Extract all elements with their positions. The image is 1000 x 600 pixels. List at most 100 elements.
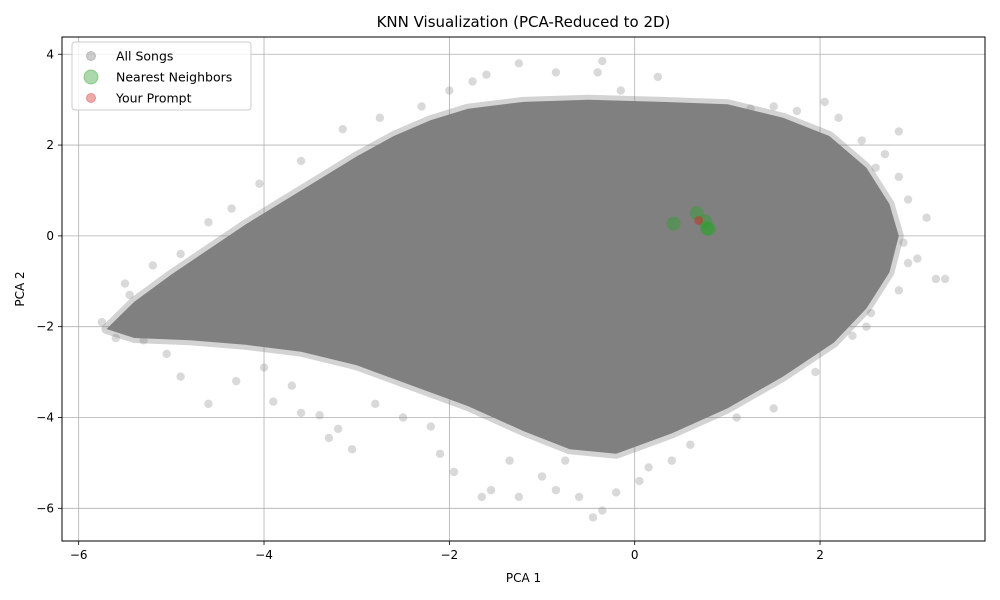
all-songs-point: [371, 399, 380, 409]
all-songs-point: [769, 102, 778, 111]
all-songs-point: [204, 399, 213, 409]
all-songs-point: [176, 372, 185, 381]
legend-label-nearest-neighbors: Nearest Neighbors: [116, 70, 232, 85]
legend-marker-all-songs: [86, 51, 96, 61]
all-songs-point: [598, 56, 607, 66]
all-songs-point: [398, 413, 408, 422]
all-songs-point: [686, 440, 695, 449]
legend-marker-your-prompt: [86, 93, 96, 103]
y-axis-label: PCA 2: [13, 271, 27, 306]
all-songs-point: [922, 213, 931, 222]
all-songs-point: [287, 381, 297, 390]
chart-legend: All Songs Nearest Neighbors Your Prompt: [71, 41, 252, 111]
all-songs-point: [769, 404, 778, 413]
x-tick-label: 2: [816, 548, 824, 562]
all-songs-point: [561, 456, 570, 465]
all-songs-point: [792, 106, 802, 116]
all-songs-point: [296, 156, 306, 166]
all-songs-point: [375, 113, 385, 123]
all-songs-point: [505, 456, 514, 465]
all-songs-point: [417, 102, 426, 111]
all-songs-point: [338, 124, 347, 134]
all-songs-point: [111, 333, 120, 343]
all-songs-point: [880, 149, 890, 159]
x-axis-label: PCA 1: [506, 571, 541, 585]
nearest-neighbor-point: [699, 221, 714, 236]
all-songs-point: [574, 492, 584, 502]
all-songs-point: [232, 376, 241, 386]
x-tick-label: −4: [255, 548, 273, 562]
chart-title: KNN Visualization (PCA-Reduced to 2D): [377, 13, 671, 31]
all-songs-point: [445, 86, 454, 95]
x-tick-label: 0: [631, 548, 639, 562]
all-songs-point: [931, 274, 941, 284]
all-songs-point: [894, 286, 904, 295]
all-songs-point: [611, 488, 621, 497]
all-songs-point: [899, 238, 908, 247]
all-songs-point: [644, 463, 653, 472]
y-tick-label: −2: [36, 320, 54, 334]
all-songs-point: [848, 331, 857, 340]
axis-ticks: −6 −4 −2 0 2 −6 −4 −2 0 2 4: [36, 47, 824, 562]
all-songs-point: [903, 195, 913, 204]
all-songs-point: [269, 397, 278, 406]
all-songs-point: [468, 77, 477, 86]
all-songs-point: [296, 408, 306, 418]
all-songs-point: [862, 322, 871, 331]
all-songs-point: [120, 279, 130, 288]
all-songs-point: [903, 258, 913, 268]
all-songs-point: [894, 172, 904, 182]
all-songs-point: [857, 136, 866, 145]
all-songs-point: [616, 86, 626, 95]
legend-label-all-songs: All Songs: [116, 49, 173, 64]
all-songs-point: [139, 336, 148, 345]
scatter-points: [97, 56, 950, 522]
y-tick-label: 4: [46, 47, 54, 61]
all-songs-point: [834, 113, 843, 123]
all-songs-point: [148, 261, 158, 270]
all-songs-point: [162, 349, 171, 359]
all-songs-point: [435, 449, 445, 459]
y-tick-label: 0: [46, 229, 54, 243]
all-songs-point: [593, 68, 602, 77]
all-songs-point: [598, 506, 607, 515]
nearest-neighbor-point: [701, 222, 716, 237]
all-songs-point: [259, 363, 269, 372]
x-tick-label: −6: [70, 548, 88, 562]
x-tick-label: −2: [441, 548, 459, 562]
all-songs-point: [588, 513, 598, 522]
all-songs-point: [811, 367, 820, 377]
all-songs-point: [551, 68, 561, 77]
all-songs-point: [315, 411, 324, 420]
all-songs-point: [97, 317, 107, 327]
legend-marker-nearest-neighbors: [83, 69, 99, 85]
all-songs-point: [894, 127, 904, 136]
all-songs-point: [537, 472, 547, 481]
all-songs-point: [871, 163, 880, 172]
all-songs-point: [482, 70, 491, 79]
all-songs-point: [866, 308, 876, 318]
all-songs-point: [333, 424, 343, 434]
y-tick-label: −4: [36, 410, 54, 424]
all-songs-point: [477, 492, 486, 502]
all-songs-point: [667, 456, 676, 465]
all-songs-point: [732, 413, 741, 422]
all-songs-point: [347, 445, 357, 454]
all-songs-cloud: [101, 94, 904, 459]
all-songs-point: [913, 254, 922, 263]
all-songs-point: [449, 467, 459, 477]
all-songs-point: [746, 104, 755, 113]
all-songs-point: [426, 422, 436, 431]
y-tick-label: −6: [36, 501, 54, 515]
all-songs-point: [204, 218, 213, 227]
all-songs-dense-region: [101, 94, 904, 459]
all-songs-point: [514, 59, 524, 68]
nearest-neighbor-point: [666, 216, 681, 231]
all-songs-point: [324, 433, 334, 443]
all-songs-point: [514, 492, 524, 502]
all-songs-point: [176, 249, 185, 259]
all-songs-point: [486, 485, 496, 495]
all-songs-point: [653, 72, 663, 82]
all-songs-point: [227, 204, 236, 213]
